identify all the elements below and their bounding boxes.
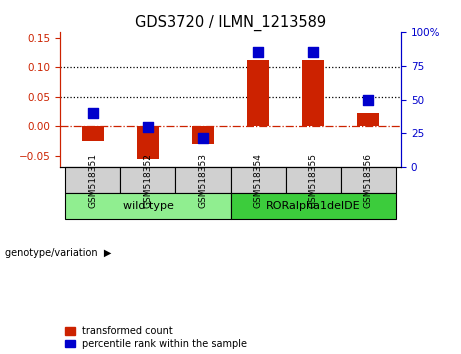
Text: GSM518354: GSM518354 [254, 153, 262, 208]
Text: GSM518355: GSM518355 [308, 153, 318, 208]
Bar [341, 167, 396, 193]
Legend: transformed count, percentile rank within the sample: transformed count, percentile rank withi… [65, 326, 247, 349]
Point [254, 49, 262, 55]
Point [309, 49, 317, 55]
Bar [65, 167, 120, 193]
Bar [302, 59, 324, 126]
Text: GSM518353: GSM518353 [199, 153, 207, 208]
Title: GDS3720 / ILMN_1213589: GDS3720 / ILMN_1213589 [135, 14, 326, 30]
Text: RORalpha1delDE: RORalpha1delDE [266, 201, 361, 211]
Text: wild type: wild type [123, 201, 173, 211]
Text: GSM518351: GSM518351 [89, 153, 97, 208]
Point [89, 110, 97, 116]
Text: GSM518356: GSM518356 [364, 153, 372, 208]
Bar [230, 167, 285, 193]
Bar [357, 113, 379, 126]
Bar [65, 193, 230, 219]
Bar [192, 126, 214, 144]
Point [199, 135, 207, 141]
Text: GSM518352: GSM518352 [143, 153, 153, 208]
Bar [82, 126, 104, 141]
Bar [137, 126, 159, 159]
Point [144, 124, 152, 130]
Bar [247, 59, 269, 126]
Bar [285, 167, 341, 193]
Bar [176, 167, 230, 193]
Bar [230, 193, 396, 219]
Point [364, 97, 372, 102]
Text: genotype/variation  ▶: genotype/variation ▶ [5, 248, 111, 258]
Bar [120, 167, 176, 193]
